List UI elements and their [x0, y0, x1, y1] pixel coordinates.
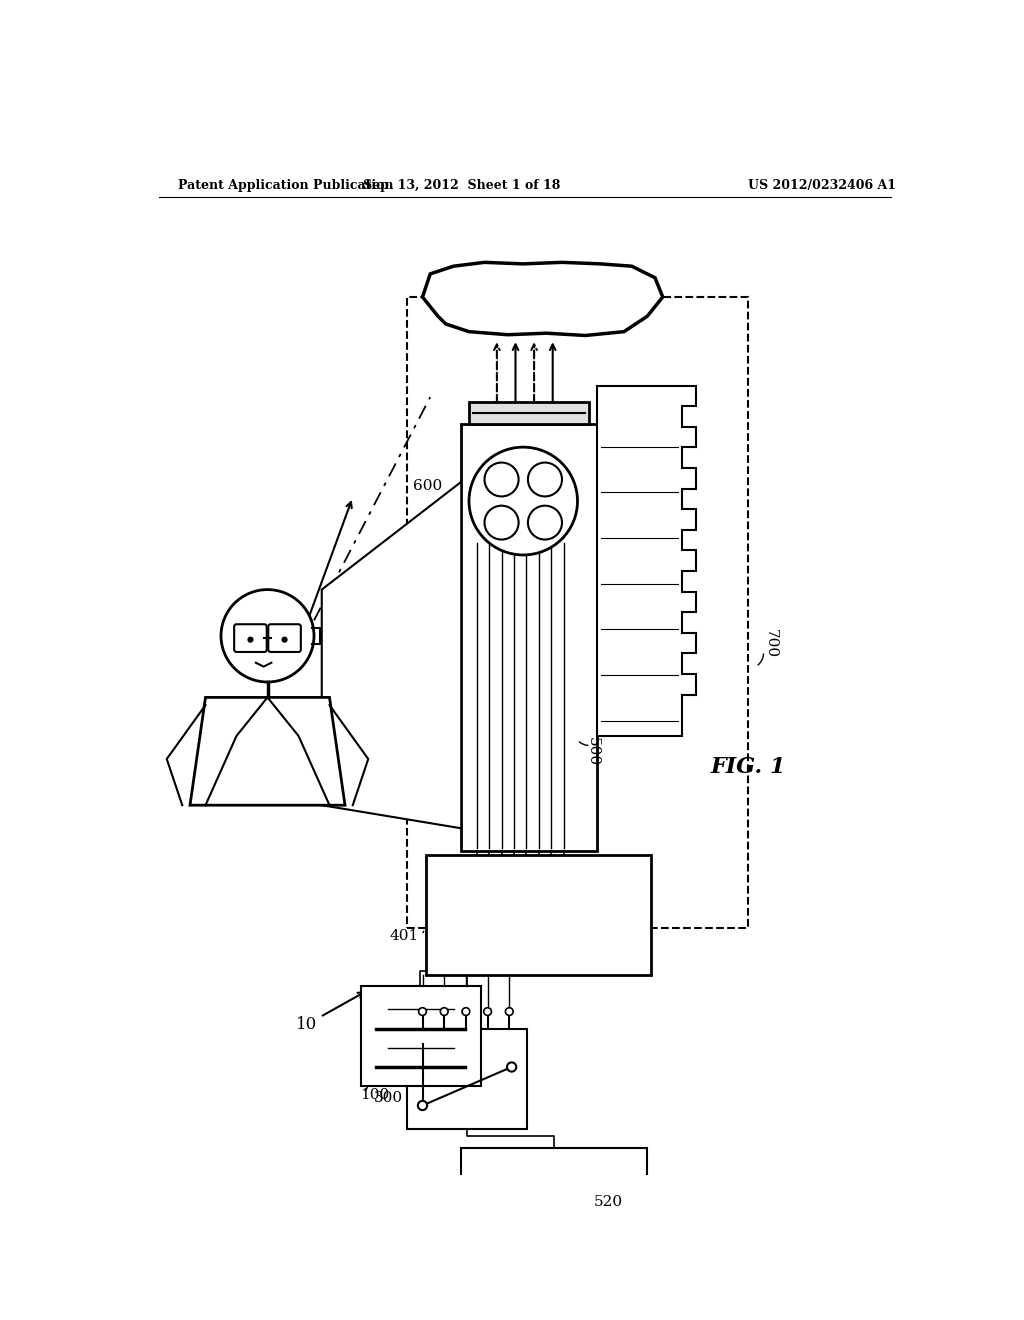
Text: 400: 400 [435, 682, 450, 711]
Text: Patent Application Publication: Patent Application Publication [178, 178, 394, 191]
Circle shape [248, 636, 254, 643]
Circle shape [484, 506, 518, 540]
Text: 900: 900 [579, 271, 607, 285]
Circle shape [507, 1063, 516, 1072]
Text: 600: 600 [413, 479, 442, 492]
Bar [461, 1148, 647, 1191]
Circle shape [462, 1007, 470, 1015]
Text: B: B [497, 516, 506, 529]
Circle shape [282, 636, 288, 643]
Text: 10: 10 [296, 1016, 316, 1034]
Bar [469, 403, 589, 424]
Bar [426, 855, 651, 974]
Polygon shape [423, 263, 663, 335]
Text: 200: 200 [413, 668, 442, 681]
Text: 800: 800 [221, 706, 250, 719]
Circle shape [528, 506, 562, 540]
Polygon shape [322, 482, 461, 829]
Bar [461, 424, 597, 851]
Text: 500: 500 [586, 737, 600, 766]
Text: FIG. 1: FIG. 1 [711, 755, 785, 777]
Text: Y: Y [541, 516, 549, 529]
Text: G: G [497, 473, 507, 486]
Circle shape [484, 462, 518, 496]
Bar [407, 1028, 527, 1129]
Text: 401: 401 [389, 929, 419, 942]
Text: 300: 300 [374, 1090, 403, 1105]
FancyBboxPatch shape [234, 624, 266, 652]
Circle shape [528, 462, 562, 496]
Circle shape [440, 1007, 449, 1015]
Polygon shape [190, 697, 345, 805]
Bar [360, 986, 480, 1086]
Circle shape [469, 447, 578, 554]
Circle shape [419, 1007, 426, 1015]
Text: 700: 700 [764, 628, 778, 659]
Circle shape [418, 1101, 427, 1110]
Text: Sep. 13, 2012  Sheet 1 of 18: Sep. 13, 2012 Sheet 1 of 18 [362, 178, 560, 191]
Text: 100: 100 [360, 1089, 390, 1102]
Circle shape [506, 1007, 513, 1015]
FancyBboxPatch shape [268, 624, 301, 652]
Circle shape [483, 1007, 492, 1015]
Polygon shape [597, 385, 696, 737]
Bar [407, 297, 748, 928]
Text: R: R [541, 473, 550, 486]
Text: US 2012/0232406 A1: US 2012/0232406 A1 [748, 178, 896, 191]
Text: 520: 520 [594, 1195, 623, 1209]
Circle shape [221, 590, 314, 682]
